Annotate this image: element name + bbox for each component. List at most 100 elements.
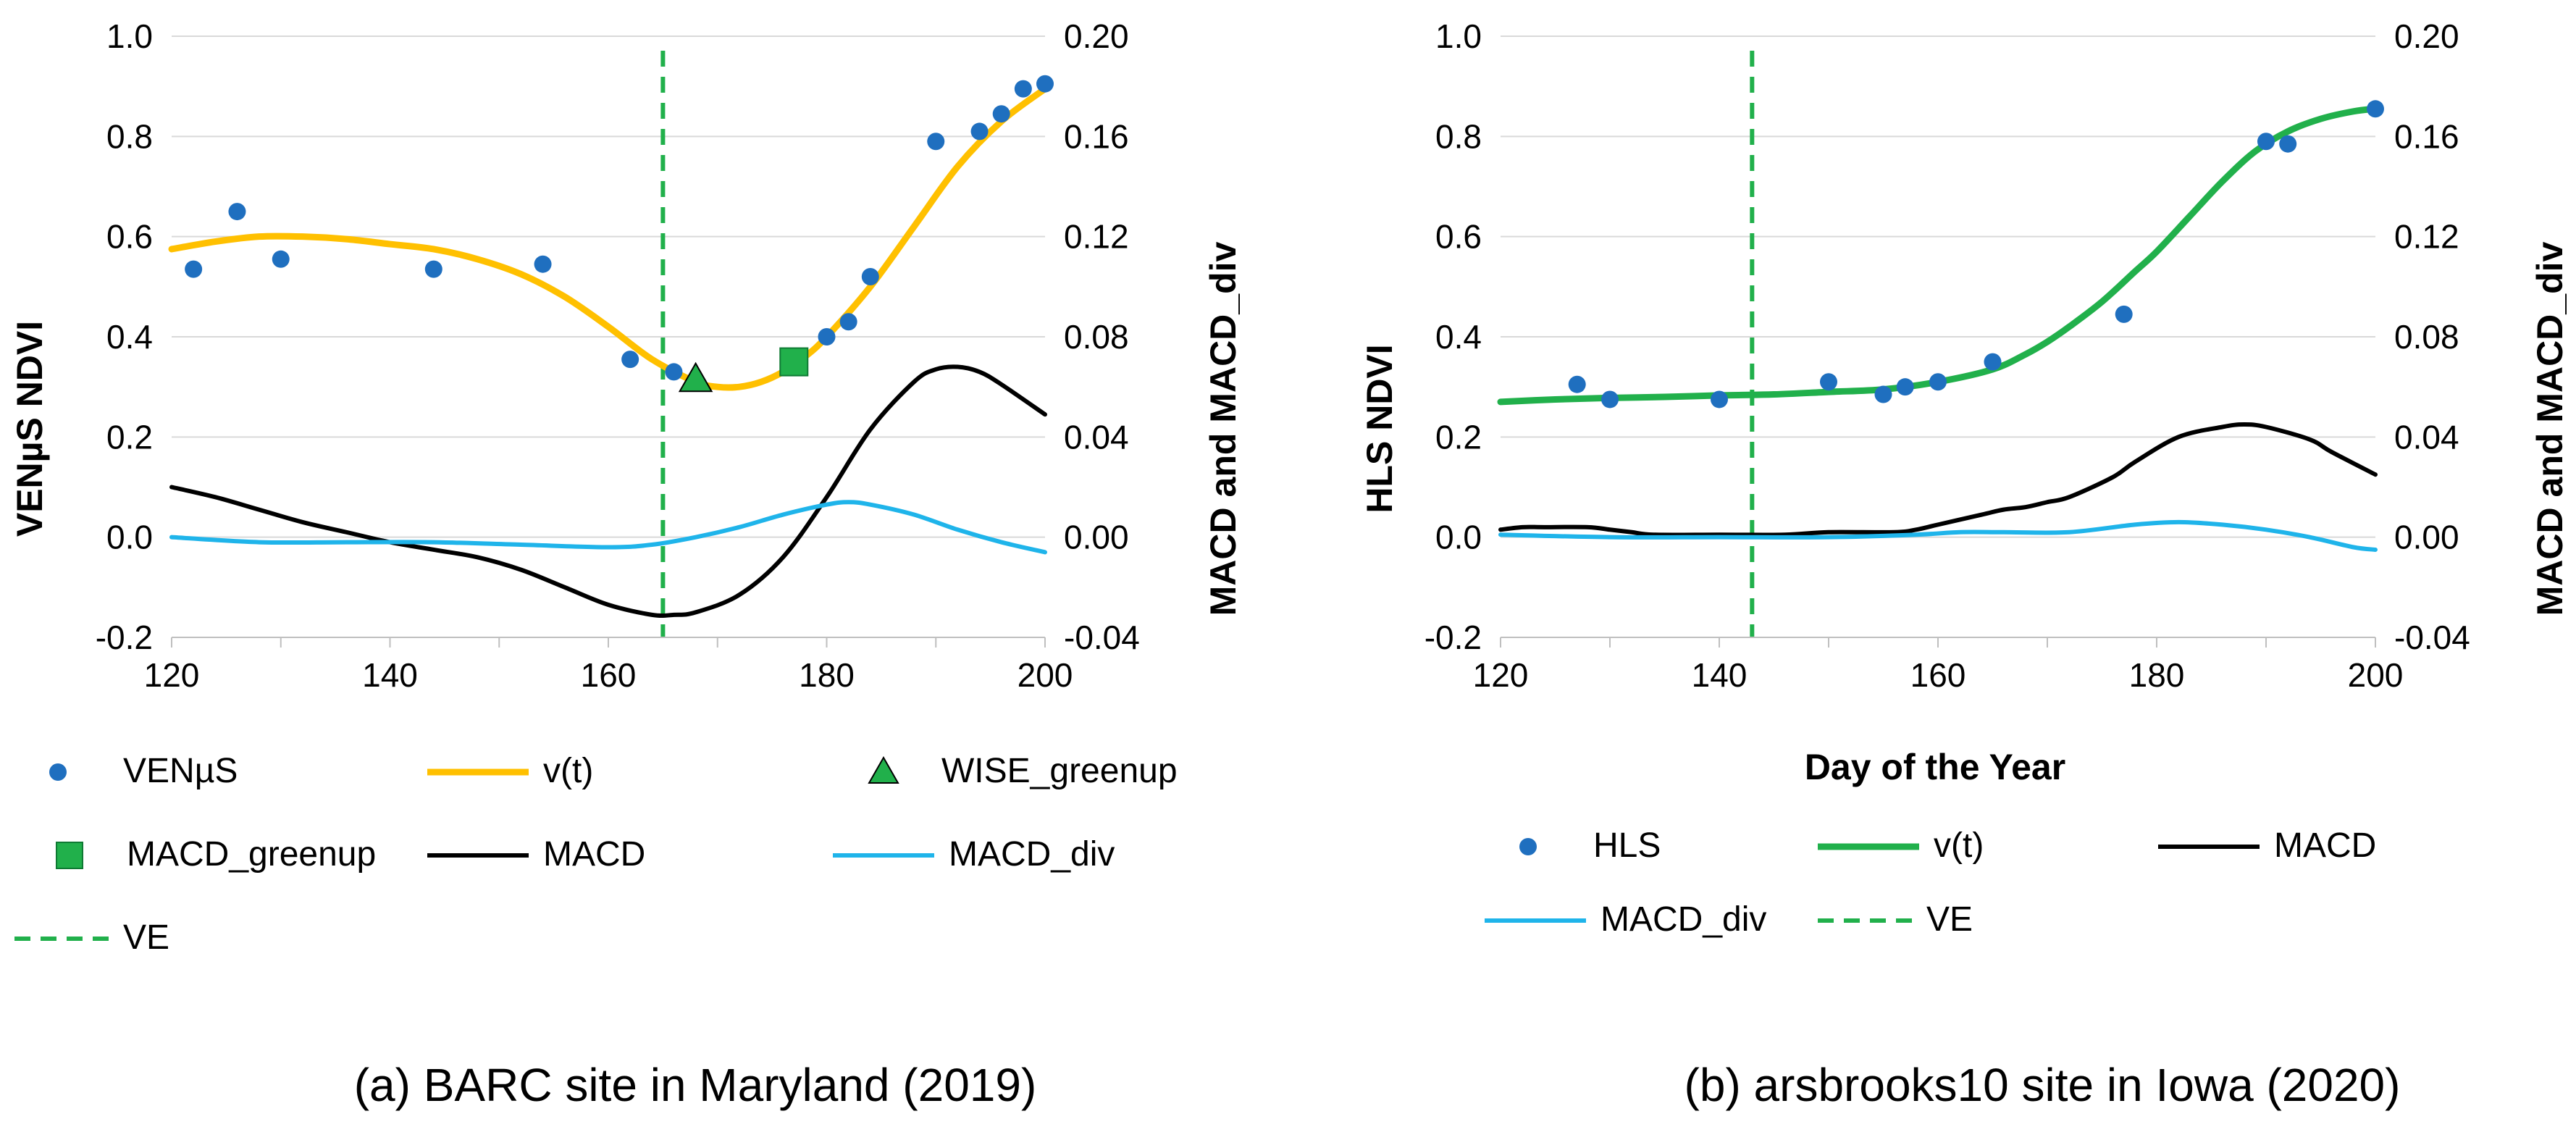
legend-swatch-wise-greenup <box>868 755 899 784</box>
legend-swatch-ven-s <box>49 763 67 781</box>
panel-a-point-ven-s <box>861 268 879 285</box>
x-tick-label: 180 <box>799 656 855 694</box>
panel-b-axes: -0.2 0.0 0.2 0.4 0.6 0.8 1.0 -0.04 0.00 0.04 0.08 0… <box>1425 17 2470 694</box>
panel-a-point-ven-s <box>839 313 857 331</box>
panel-b-point-hls <box>1984 353 2002 371</box>
y-tick-label: 0.4 <box>1435 318 1482 356</box>
y2-tick-label: 0.04 <box>1064 418 1129 456</box>
panel-a-series-v-t <box>168 85 1049 391</box>
y2-tick-label: 0.08 <box>1064 318 1129 356</box>
y2-tick-label: 0.08 <box>2394 318 2459 356</box>
y2-tick-label: 0.12 <box>2394 218 2459 256</box>
panel-b: -0.2 0.0 0.2 0.4 0.6 0.8 1.0 -0.04 0.00 0.04 0.08 0… <box>1359 17 2570 1111</box>
y2-tick-label: 0.00 <box>2394 519 2459 556</box>
panel-b-point-hls <box>2115 305 2133 323</box>
y2-tick-label: 0.16 <box>1064 117 1129 155</box>
panel-b-point-hls <box>1601 390 1619 409</box>
y-tick-label: 0.6 <box>1435 218 1482 256</box>
x-tick-label: 160 <box>1910 656 1966 694</box>
panel-b-point-hls <box>1896 378 1914 396</box>
panel-b-point-hls <box>1929 373 1947 391</box>
panel-b-xlabel: Day of the Year <box>1805 747 2065 787</box>
panel-b-series-v-t <box>1497 105 2379 406</box>
legend-label-macd-greenup: MACD_greenup <box>127 835 376 873</box>
panel-b-point-hls <box>1568 375 1586 393</box>
panel-a-y2label: MACD and MACD_div <box>1203 241 1243 616</box>
legend-label-ven-s: VENµS <box>123 752 238 790</box>
panel-a-caption: (a) BARC site in Maryland (2019) <box>354 1059 1037 1111</box>
legend-label-v-t: v(t) <box>1934 826 1984 865</box>
panel-a-marker-wise-greenup <box>678 361 713 393</box>
x-tick-label: 140 <box>362 656 418 694</box>
panel-a-point-ven-s <box>927 133 945 151</box>
panel-a-point-ven-s <box>818 328 836 345</box>
x-tick-label: 160 <box>581 656 637 694</box>
panel-a-point-ven-s <box>272 250 290 268</box>
legend-swatch-macd-greenup <box>56 842 83 869</box>
y2-tick-label: 0.04 <box>2394 418 2459 456</box>
panel-a-series-macd <box>169 364 1047 619</box>
panel-b-point-hls <box>1874 385 1892 403</box>
y-tick-label: -0.2 <box>96 619 153 656</box>
y-tick-label: 0.6 <box>106 218 153 256</box>
y-tick-label: 0.0 <box>1435 519 1482 556</box>
y-tick-label: 0.4 <box>106 318 153 356</box>
y2-tick-label: 0.12 <box>1064 218 1129 256</box>
legend-label-macd-div: MACD_div <box>1600 900 1766 939</box>
y-tick-label: 1.0 <box>106 17 153 55</box>
x-tick-label: 120 <box>144 656 200 694</box>
y-tick-label: 0.2 <box>1435 418 1482 456</box>
x-tick-label: 180 <box>2129 656 2185 694</box>
legend-label-ve: VE <box>123 918 169 957</box>
panel-a-point-ven-s <box>621 351 639 369</box>
x-tick-label: 200 <box>2348 656 2404 694</box>
y2-tick-label: 0.20 <box>1064 17 1129 55</box>
panel-a-point-ven-s <box>1036 75 1054 93</box>
legend-label-macd: MACD <box>2274 826 2376 865</box>
legend-label-v-t: v(t) <box>543 752 593 790</box>
x-tick-label: 120 <box>1473 656 1529 694</box>
panel-a-point-ven-s <box>228 203 246 221</box>
panel-a-point-ven-s <box>1014 80 1032 98</box>
panel-b-series-macd-div <box>1498 519 2378 552</box>
panel-a-point-ven-s <box>185 260 203 278</box>
legend-label-macd-div: MACD_div <box>949 835 1115 873</box>
y-tick-label: 0.8 <box>106 117 153 155</box>
y2-tick-label: 0.20 <box>2394 17 2459 55</box>
panel-a-ylabel: VENµS NDVI <box>9 321 50 537</box>
y-tick-label: 1.0 <box>1435 17 1482 55</box>
panel-a-point-ven-s <box>424 260 442 278</box>
panel-b-y2label: MACD and MACD_div <box>2530 241 2570 616</box>
legend-label-macd: MACD <box>543 835 645 873</box>
y2-tick-label: -0.04 <box>2394 619 2470 656</box>
panel-b-caption: (b) arsbrooks10 site in Iowa (2020) <box>1685 1059 2401 1111</box>
panel-b-series <box>1497 51 2384 637</box>
y2-tick-label: 0.16 <box>2394 117 2459 155</box>
panel-a: -0.2 0.0 0.2 0.4 0.6 0.8 1.0 -0.04 0.00 0.04 0.08 0… <box>9 17 1243 1111</box>
legend-label-ve: VE <box>1926 900 1973 939</box>
panel-a-point-ven-s <box>970 122 989 141</box>
panel-b-point-hls <box>2279 135 2297 153</box>
panel-a-series <box>168 51 1054 637</box>
panel-a-point-ven-s <box>665 363 683 381</box>
panel-b-legend: HLS v(t) MACD MACD_div VE <box>1485 826 2376 939</box>
panel-a-point-ven-s <box>992 105 1010 123</box>
panel-b-point-hls <box>2367 100 2384 118</box>
y-tick-label: -0.2 <box>1425 619 1482 656</box>
panel-a-marker-macd-greenup <box>779 347 809 377</box>
legend-label-hls: HLS <box>1593 826 1661 865</box>
panel-b-point-hls <box>1820 373 1837 391</box>
y2-tick-label: -0.04 <box>1064 619 1140 656</box>
legend-label-wise-greenup: WISE_greenup <box>941 752 1178 790</box>
panel-b-point-hls <box>1711 390 1728 409</box>
panel-a-legend: VENµS v(t) WISE_greenup MACD_greenup MACD MAC… <box>14 752 1178 957</box>
y2-tick-label: 0.00 <box>1064 519 1129 556</box>
panel-a-axes: -0.2 0.0 0.2 0.4 0.6 0.8 1.0 -0.04 0.00 0.04 0.08 0… <box>96 17 1140 694</box>
panel-a-point-ven-s <box>534 255 552 273</box>
y-tick-label: 0.8 <box>1435 117 1482 155</box>
y-tick-label: 0.2 <box>106 418 153 456</box>
x-tick-label: 200 <box>1018 656 1073 694</box>
panel-b-ylabel: HLS NDVI <box>1359 344 1400 513</box>
panel-b-point-hls <box>2257 133 2275 151</box>
